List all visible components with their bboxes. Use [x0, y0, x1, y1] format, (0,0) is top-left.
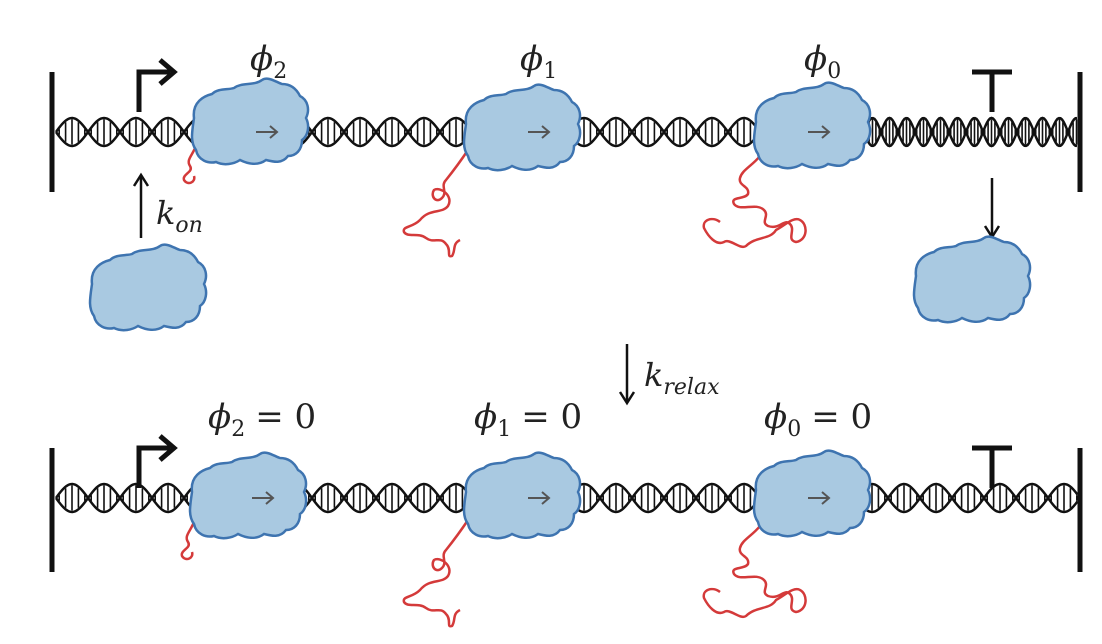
bottom-right-arrow-icon-0: [808, 491, 831, 505]
dna-backbone: [862, 116, 1078, 148]
bottom-terminator-t-icon: [972, 445, 1012, 488]
bottom-polymerase-1: [402, 451, 582, 628]
bottom-phi-2-label: ϕ2 = 0: [208, 397, 316, 442]
release-arrow: [983, 178, 1001, 240]
top-dna-strand: [49, 58, 1083, 192]
bottom-phi-1-label: ϕ1 = 0: [474, 397, 582, 442]
released-polymerase: [912, 235, 1032, 324]
bottom-phi-0-label: ϕ0 = 0: [764, 397, 872, 442]
top-right-arrow-icon-0: [808, 125, 831, 139]
k-on-label: kon: [156, 194, 203, 238]
top-polymerase-0: [702, 81, 872, 249]
top-right-arrow-icon-1: [528, 125, 551, 139]
bottom-rna-2: [180, 521, 196, 561]
bottom-right-arrow-icon-2: [252, 491, 275, 505]
bottom-polymerase-0: [702, 449, 872, 619]
bottom-promoter-arrow-icon: [136, 434, 178, 488]
bottom-polymerase-2: [180, 451, 308, 561]
dna-backbone: [862, 116, 1078, 148]
bottom-rna-1: [402, 519, 470, 628]
top-promoter-arrow-icon: [136, 58, 178, 112]
k-relax-label: krelax: [644, 356, 720, 400]
top-dna-helix: [54, 116, 1078, 148]
top-polymerase-1: [402, 83, 582, 258]
top-rna-1: [402, 149, 470, 258]
bottom-right-arrow-icon-1: [528, 491, 551, 505]
k-on-arrow: [132, 172, 150, 238]
top-terminator-t-icon: [972, 69, 1012, 112]
free-polymerase-binding: [88, 243, 208, 332]
bottom-rna-0: [702, 525, 807, 619]
top-rna-2: [182, 145, 198, 185]
k-relax-arrow: [618, 344, 636, 406]
top-right-arrow-icon-2: [256, 125, 279, 139]
top-phi-1-label: ϕ1: [520, 39, 557, 84]
top-rna-0: [702, 155, 807, 249]
top-phi-0-label: ϕ0: [804, 39, 841, 84]
top-phi-2-label: ϕ2: [250, 39, 287, 84]
top-polymerase-2: [182, 77, 310, 185]
dna-backbone: [54, 116, 864, 148]
